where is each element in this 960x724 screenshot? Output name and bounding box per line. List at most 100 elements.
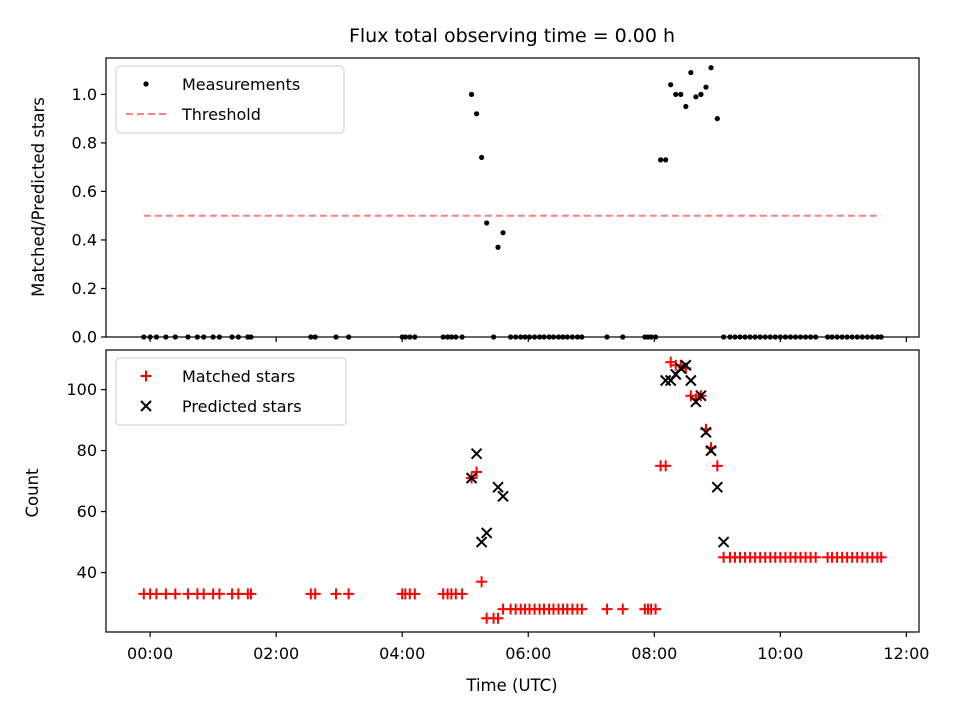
x-marker-b — [685, 374, 697, 387]
matched-stars-point — [160, 588, 172, 600]
x-marker-b — [711, 481, 724, 493]
predicted-stars-point — [659, 374, 672, 387]
matched-stars-point — [810, 551, 822, 563]
matched-stars-point — [330, 588, 342, 600]
flux-ratio-plot-area: 0.0 0.2 0.4 0.6 0.8 1.0 Measurements Threshold — [72, 57, 920, 347]
x-marker-b — [475, 536, 488, 548]
measurements-point — [500, 230, 506, 236]
x-marker-b — [680, 359, 692, 371]
predicted-stars-point — [700, 426, 712, 439]
measurements-point — [714, 116, 720, 122]
x-marker-b — [492, 481, 504, 493]
matched-stars-point — [492, 612, 504, 624]
predicted-stars-point — [465, 472, 478, 484]
measurements-point — [658, 157, 664, 163]
measurements-point — [473, 111, 480, 117]
axes-frame — [105, 349, 920, 633]
y-tick-label: 0.4 — [72, 230, 97, 249]
measurements-point — [703, 84, 709, 90]
legend-label: Matched stars — [182, 367, 295, 386]
matched-stars-point — [245, 588, 257, 600]
measurements-point — [484, 220, 490, 226]
predicted-stars-point — [470, 447, 483, 460]
legend-label: Threshold — [181, 105, 261, 124]
axes-frame — [105, 57, 920, 338]
measurements-point — [688, 69, 694, 76]
x-marker-b — [675, 362, 687, 374]
y-axis-label-ratio: Matched/Predicted stars — [29, 97, 48, 297]
x-marker-b — [465, 472, 478, 484]
matched-stars-point — [456, 588, 468, 600]
legend-frame — [115, 65, 345, 134]
measurements-point — [673, 91, 679, 97]
x-tick-label: 02:00 — [253, 644, 299, 663]
measurements-point — [708, 65, 714, 71]
measurements-point — [698, 91, 704, 97]
measurements-point — [495, 244, 501, 250]
matched-stars-point — [650, 603, 662, 615]
y-axis-label-count: Count — [23, 468, 42, 518]
x-marker-b — [695, 390, 707, 402]
matched-stars-point — [660, 460, 672, 472]
legend-predicted-swatch-b — [140, 400, 152, 412]
star-count-panel: 40 60 80 100 00:00 02:00 04:00 06:00 08:00 10:00 1… — [23, 349, 929, 695]
measurements-point — [668, 82, 674, 88]
y-tick-label: 60 — [77, 502, 97, 521]
predicted-stars-point — [695, 390, 707, 402]
measurements-point — [468, 91, 475, 97]
matched-stars-point — [213, 588, 225, 600]
x-marker-b — [705, 444, 717, 457]
x-marker-b — [470, 447, 483, 460]
y-tick-label: 40 — [77, 563, 97, 582]
x-marker-b — [659, 374, 672, 387]
predicted-stars-point — [685, 374, 697, 387]
matched-stars-point — [343, 588, 355, 600]
star-count-plot-area: 40 60 80 100 00:00 02:00 04:00 06:00 08:00 10:00 1… — [66, 349, 929, 663]
chart-title: Flux total observing time = 0.00 h — [349, 25, 675, 47]
measurements-point — [693, 94, 699, 100]
matched-stars-point — [476, 576, 488, 588]
predicted-stars-point — [717, 536, 730, 548]
legend-frame — [115, 357, 347, 426]
predicted-stars-point — [480, 527, 493, 539]
predicted-stars-point — [705, 444, 717, 457]
predicted-stars-point — [492, 481, 504, 493]
x-marker-b — [480, 527, 493, 539]
x-marker-b — [717, 536, 730, 548]
matched-stars-point — [309, 588, 321, 600]
legend-label: Measurements — [182, 75, 300, 94]
y-tick-label: 0.6 — [72, 182, 97, 201]
legend: Matched stars Predicted stars — [115, 357, 347, 426]
predicted-stars-point — [675, 362, 687, 374]
matched-stars-point — [409, 588, 421, 600]
measurements-point — [678, 91, 684, 97]
y-tick-label: 1.0 — [72, 85, 97, 104]
x-axis-label: Time (UTC) — [465, 676, 557, 695]
matched-stars-point — [150, 588, 162, 600]
predicted-stars-point — [680, 359, 692, 371]
x-tick-label: 06:00 — [505, 644, 551, 663]
predicted-stars-point — [711, 481, 724, 493]
measurements-point — [683, 103, 689, 110]
y-tick-label: 0.0 — [72, 328, 97, 347]
x-tick-label: 00:00 — [127, 644, 173, 663]
matched-stars-point — [617, 603, 629, 615]
y-tick-label: 80 — [77, 441, 97, 460]
x-tick-label: 12:00 — [883, 644, 929, 663]
legend: Measurements Threshold — [115, 65, 345, 134]
matched-stars-point — [471, 466, 483, 478]
predicted-stars-point — [475, 536, 488, 548]
matched-stars-point — [232, 588, 244, 600]
x-tick-label: 08:00 — [631, 644, 677, 663]
matched-stars-point — [711, 460, 723, 472]
legend-label: Predicted stars — [182, 397, 302, 416]
legend-measurements-swatch — [143, 81, 149, 87]
y-tick-label: 0.2 — [72, 279, 97, 298]
flux-ratio-panel: Flux total observing time = 0.00 h 0.0 0.… — [29, 25, 920, 347]
matched-stars-point — [576, 603, 588, 615]
x-tick-label: 10:00 — [757, 644, 803, 663]
matched-stars-point — [601, 603, 613, 615]
matched-stars-point — [198, 588, 210, 600]
x-tick-label: 04:00 — [379, 644, 425, 663]
